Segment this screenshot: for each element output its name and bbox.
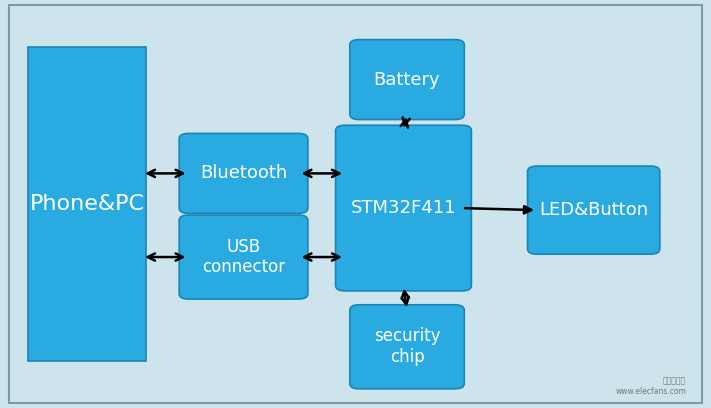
- FancyBboxPatch shape: [179, 133, 308, 213]
- Text: LED&Button: LED&Button: [539, 201, 648, 219]
- Text: Phone&PC: Phone&PC: [30, 194, 144, 214]
- FancyBboxPatch shape: [350, 40, 464, 120]
- FancyBboxPatch shape: [528, 166, 660, 254]
- Text: Bluetooth: Bluetooth: [200, 164, 287, 182]
- FancyBboxPatch shape: [336, 125, 471, 291]
- Text: USB
connector: USB connector: [202, 237, 285, 277]
- Text: Battery: Battery: [374, 71, 440, 89]
- Text: 电子发烧友
www.elecfans.com: 电子发烧友 www.elecfans.com: [615, 376, 686, 396]
- Text: STM32F411: STM32F411: [351, 199, 456, 217]
- FancyBboxPatch shape: [179, 215, 308, 299]
- FancyBboxPatch shape: [28, 47, 146, 361]
- FancyBboxPatch shape: [350, 305, 464, 389]
- Text: security
chip: security chip: [374, 327, 440, 366]
